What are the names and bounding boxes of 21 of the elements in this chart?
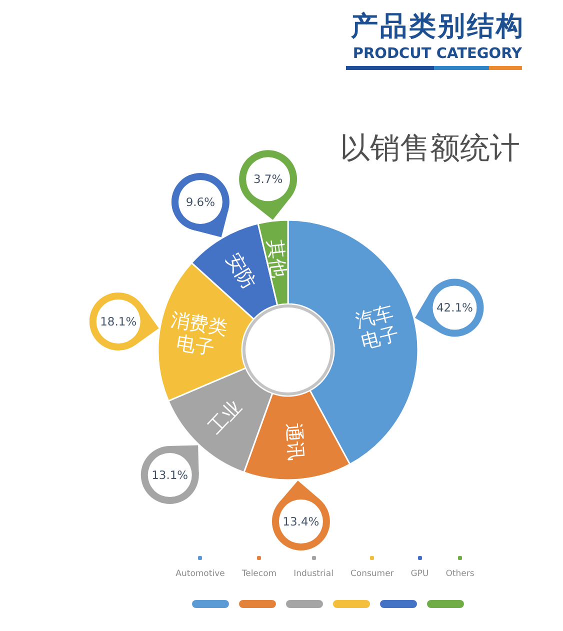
text: 汽车电子	[353, 302, 402, 354]
chart-subtitle: PRODCUT CATEGORY	[352, 46, 522, 62]
text: 以销售额统计	[340, 130, 520, 168]
text: 通讯	[282, 422, 307, 462]
legend-label: Telecom	[242, 569, 277, 579]
text: 消费类电子	[169, 308, 229, 360]
data-label: 13.1%	[152, 468, 188, 482]
legend-label: Consumer	[350, 569, 394, 579]
text: 工业	[204, 396, 246, 439]
data-label: 9.6%	[186, 194, 216, 209]
chart-title: 产品类别结构	[351, 10, 525, 44]
legend-label: Others	[446, 569, 474, 579]
data-label: 42.1%	[436, 300, 474, 315]
legend-label: Automotive	[176, 569, 225, 579]
legend-label: GPU	[410, 569, 429, 579]
data-label: 13.4%	[282, 514, 320, 529]
data-label: 18.1%	[100, 314, 137, 328]
text: 其他	[264, 238, 290, 279]
legend-label: Industrial	[294, 569, 334, 579]
text: 安防	[221, 249, 260, 294]
data-label: 3.7%	[253, 172, 283, 186]
